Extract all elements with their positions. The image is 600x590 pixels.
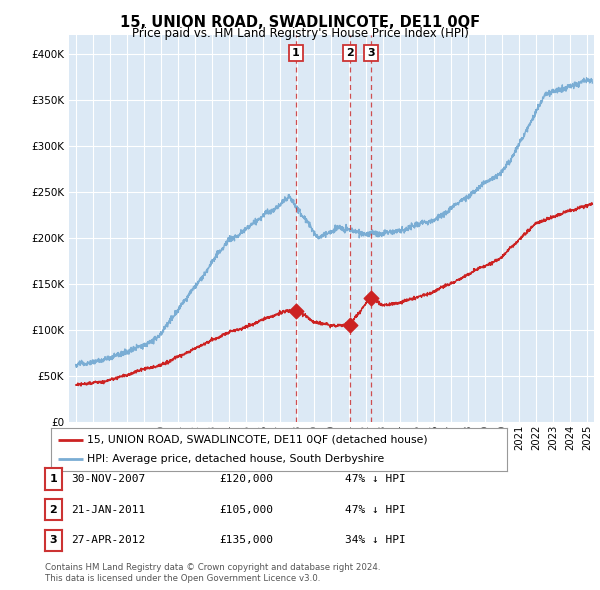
Text: 2: 2	[50, 505, 57, 514]
Text: 34% ↓ HPI: 34% ↓ HPI	[345, 536, 406, 545]
Point	[366, 293, 376, 302]
Text: 1: 1	[292, 48, 300, 58]
Text: 27-APR-2012: 27-APR-2012	[71, 536, 145, 545]
Text: 47% ↓ HPI: 47% ↓ HPI	[345, 474, 406, 484]
Text: 2: 2	[346, 48, 353, 58]
Text: 21-JAN-2011: 21-JAN-2011	[71, 505, 145, 514]
Text: 30-NOV-2007: 30-NOV-2007	[71, 474, 145, 484]
Text: This data is licensed under the Open Government Licence v3.0.: This data is licensed under the Open Gov…	[45, 574, 320, 583]
Text: 1: 1	[50, 474, 57, 484]
Text: 3: 3	[50, 536, 57, 545]
Text: 3: 3	[367, 48, 375, 58]
Text: £105,000: £105,000	[219, 505, 273, 514]
Text: £120,000: £120,000	[219, 474, 273, 484]
Text: 15, UNION ROAD, SWADLINCOTE, DE11 0QF (detached house): 15, UNION ROAD, SWADLINCOTE, DE11 0QF (d…	[88, 435, 428, 445]
Point	[291, 307, 301, 316]
Point	[345, 320, 355, 330]
Text: Price paid vs. HM Land Registry's House Price Index (HPI): Price paid vs. HM Land Registry's House …	[131, 27, 469, 40]
Text: HPI: Average price, detached house, South Derbyshire: HPI: Average price, detached house, Sout…	[88, 454, 385, 464]
Text: £135,000: £135,000	[219, 536, 273, 545]
Text: 47% ↓ HPI: 47% ↓ HPI	[345, 505, 406, 514]
Text: Contains HM Land Registry data © Crown copyright and database right 2024.: Contains HM Land Registry data © Crown c…	[45, 563, 380, 572]
Text: 15, UNION ROAD, SWADLINCOTE, DE11 0QF: 15, UNION ROAD, SWADLINCOTE, DE11 0QF	[120, 15, 480, 30]
